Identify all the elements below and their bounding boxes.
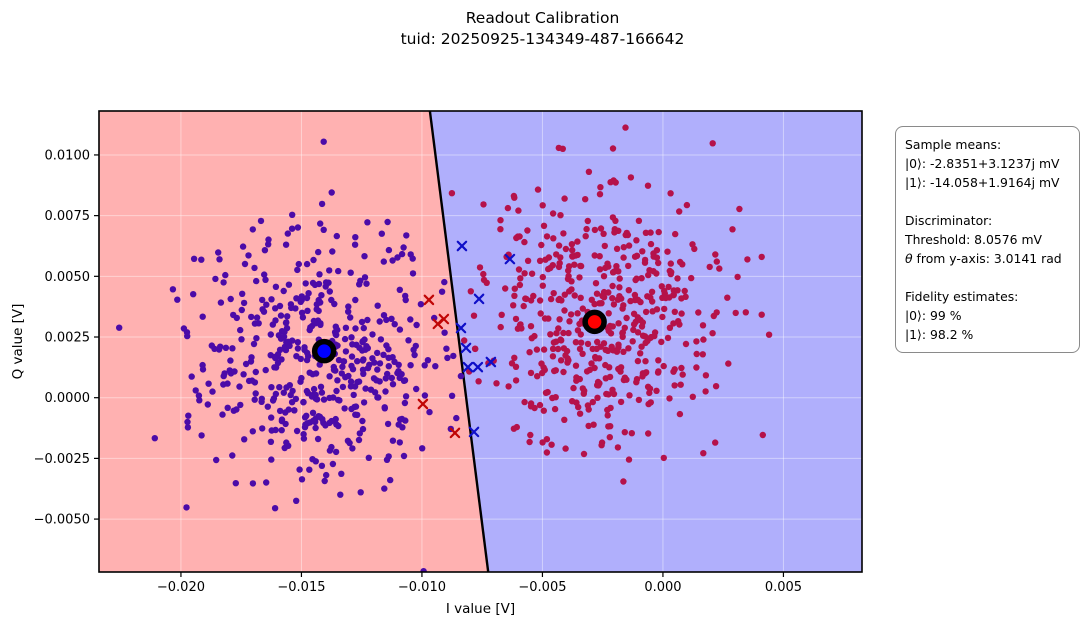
- x-tick-label: 0.005: [765, 580, 802, 595]
- info-box-line: Sample means:: [905, 137, 1002, 152]
- x-tick-label: −0.015: [277, 580, 325, 595]
- info-box-line: [905, 268, 1070, 287]
- info-box-line: |0⟩: -2.8351+3.1237j mV: [905, 156, 1060, 171]
- info-box-line: Discriminator:: [905, 213, 993, 228]
- figure-title: Readout Calibration: [465, 9, 620, 27]
- x-axis-label: I value [V]: [446, 601, 515, 617]
- plot-border: [98, 110, 863, 573]
- info-box-line: [905, 192, 1070, 211]
- x-tick-label: 0.000: [644, 580, 681, 595]
- cluster-mean-marker: [311, 338, 337, 364]
- x-tick-label: −0.005: [518, 580, 566, 595]
- y-tick-label: 0.0100: [45, 148, 91, 163]
- discriminator-boundary-line: [428, 110, 490, 573]
- info-box-line: |1⟩: 98.2 %: [905, 327, 974, 342]
- y-tick-label: −0.0025: [34, 452, 90, 467]
- info-box-line: |0⟩: 99 %: [905, 308, 962, 323]
- shot-cluster: [448, 124, 773, 485]
- info-box-line: θ from y-axis: 3.0141 rad: [905, 251, 1062, 266]
- info-box-line: |1⟩: -14.058+1.9164j mV: [905, 175, 1060, 190]
- y-axis-label: Q value [V]: [10, 304, 26, 380]
- x-axis: −0.020 −0.015 −0.010 −0.005 0.000 0.005: [157, 572, 802, 595]
- stats-legend-box: Sample means: |0⟩: -2.8351+3.1237j mV |1⟩:…: [895, 126, 1080, 353]
- figure-subtitle: tuid: 20250925-134349-487-166642: [400, 30, 685, 48]
- y-tick-label: 0.0000: [45, 391, 91, 406]
- x-tick-label: −0.020: [157, 580, 205, 595]
- info-box-line: Threshold: 8.0576 mV: [905, 232, 1043, 247]
- x-tick-label: −0.010: [398, 580, 446, 595]
- y-axis: 0.0100 0.0075 0.0050 0.0025 0.0000 −0.0025 −0.…: [34, 148, 99, 528]
- y-tick-label: 0.0075: [45, 209, 91, 224]
- y-tick-label: 0.0050: [45, 270, 91, 285]
- y-tick-label: 0.0025: [45, 331, 91, 346]
- info-box-line: Fidelity estimates:: [905, 289, 1019, 304]
- cluster-mean-marker: [582, 309, 607, 335]
- misclassified-shots: [455, 240, 516, 438]
- y-tick-label: −0.0050: [34, 513, 90, 528]
- misclassified-shots: [417, 294, 461, 439]
